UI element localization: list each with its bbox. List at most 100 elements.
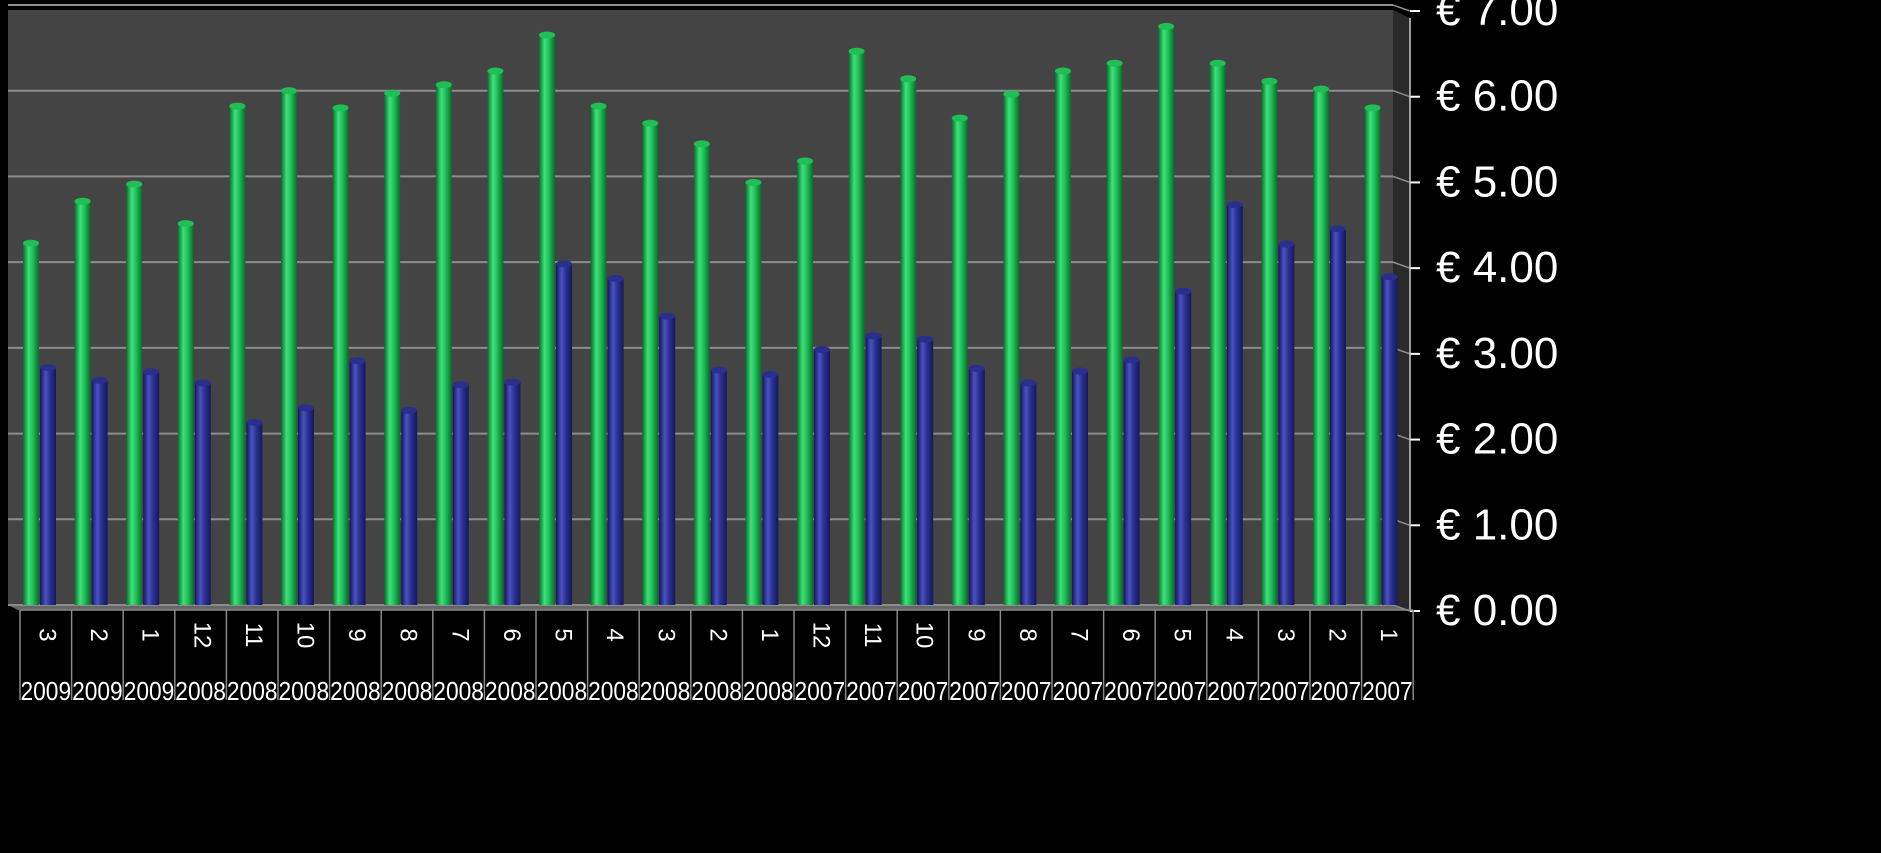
bar-cap [1106,59,1123,67]
bar-cap [74,197,91,205]
bar-series-1 [1003,90,1020,606]
x-month-label: 5 [1169,628,1196,641]
x-month-label: 1 [756,628,783,641]
bars [23,22,1398,606]
x-month-label: 5 [549,628,576,641]
bar-cap [607,274,624,282]
bar-body [1381,276,1398,605]
x-year-label: 2009 [72,676,123,706]
bar-series-2 [40,364,56,605]
x-month-label: 2 [85,628,112,641]
bar-series-1 [487,67,504,605]
y-tick-label: € 6.00 [1436,72,1558,121]
bar-series-2 [1278,240,1295,605]
bar-series-2 [504,378,521,605]
bar-series-1 [797,157,813,605]
x-year-label: 2008 [175,676,226,706]
bar-cap [401,406,418,414]
bar-body [556,263,572,605]
bar-series-2 [607,274,624,605]
bar-cap [659,312,676,320]
bar-cap [1381,273,1398,281]
bar-cap [797,157,813,165]
x-month-label: 8 [1014,628,1041,641]
x-year-label: 2008 [640,676,691,706]
bar-body [435,84,452,605]
bar-cap [126,180,143,188]
bar-body [1226,204,1243,605]
bar-cap [917,335,934,343]
bar-series-2 [349,357,366,605]
bar-body [349,360,366,605]
bar-series-1 [332,104,349,605]
bar-cap [865,332,882,340]
bar-series-2 [298,404,314,605]
bar-body [40,367,56,605]
x-month-label: 3 [653,628,680,641]
bar-cap [246,418,263,426]
x-month-label: 2 [1323,628,1350,641]
bar-cap [1055,67,1071,75]
x-year-label: 2009 [21,676,72,706]
x-month-label: 3 [1272,628,1299,641]
bar-series-1 [1364,104,1381,605]
bar-series-1 [693,140,710,605]
bar-body [848,51,865,606]
bar-body [865,335,882,605]
x-year-label: 2008 [227,676,278,706]
bar-cap [298,404,314,412]
bar-cap [1123,356,1140,364]
x-month-label: 4 [1220,628,1247,641]
bar-cap [23,239,39,247]
bar-body [968,368,985,605]
x-month-label: 7 [1065,628,1092,641]
bar-body [1313,89,1329,605]
x-year-label: 2008 [382,676,433,706]
y-tick-label: € 0.00 [1436,586,1558,635]
bar-body [1106,63,1123,606]
bar-body [281,90,297,605]
bar-series-2 [659,312,676,605]
bar-series-1 [126,180,143,605]
bar-cap [1313,85,1329,93]
bar-cap [143,368,160,376]
bar-body [1261,81,1278,606]
bar-body [401,410,418,605]
bar-body [814,349,830,605]
bar-cap [487,67,504,75]
bar-cap [1209,59,1226,67]
bar-cap [452,381,469,389]
bar-body [298,407,314,605]
bar-series-1 [1055,67,1071,605]
bar-body [1330,228,1346,605]
x-year-label: 2008 [537,676,588,706]
x-month-label: 1 [137,628,164,641]
bar-series-2 [452,381,469,605]
bar-cap [1072,367,1088,375]
bar-body [1123,359,1140,605]
x-year-label: 2008 [588,676,639,706]
bar-series-2 [1123,356,1140,605]
bar-series-2 [710,366,727,605]
x-month-label: 2 [704,628,731,641]
bar-cap [693,140,710,148]
x-year-label: 2008 [330,676,381,706]
bar-cap [951,114,968,122]
bar-series-1 [1106,59,1123,606]
bar-cap [1003,90,1020,98]
x-year-label: 2007 [1311,676,1362,706]
bar-body [91,380,108,605]
bar-series-2 [1175,287,1192,605]
bar-series-1 [590,102,607,606]
bar-series-2 [1226,201,1243,605]
gridline-side [1392,261,1411,269]
bar-series-1 [229,102,246,606]
x-month-label: 6 [1117,628,1144,641]
bar-body [710,370,727,605]
bar-body [1364,107,1381,605]
bar-series-1 [23,239,39,606]
bar-cap [384,89,401,97]
bar-cap [1175,287,1192,295]
bar-series-1 [848,47,865,606]
x-month-label: 9 [962,628,989,641]
